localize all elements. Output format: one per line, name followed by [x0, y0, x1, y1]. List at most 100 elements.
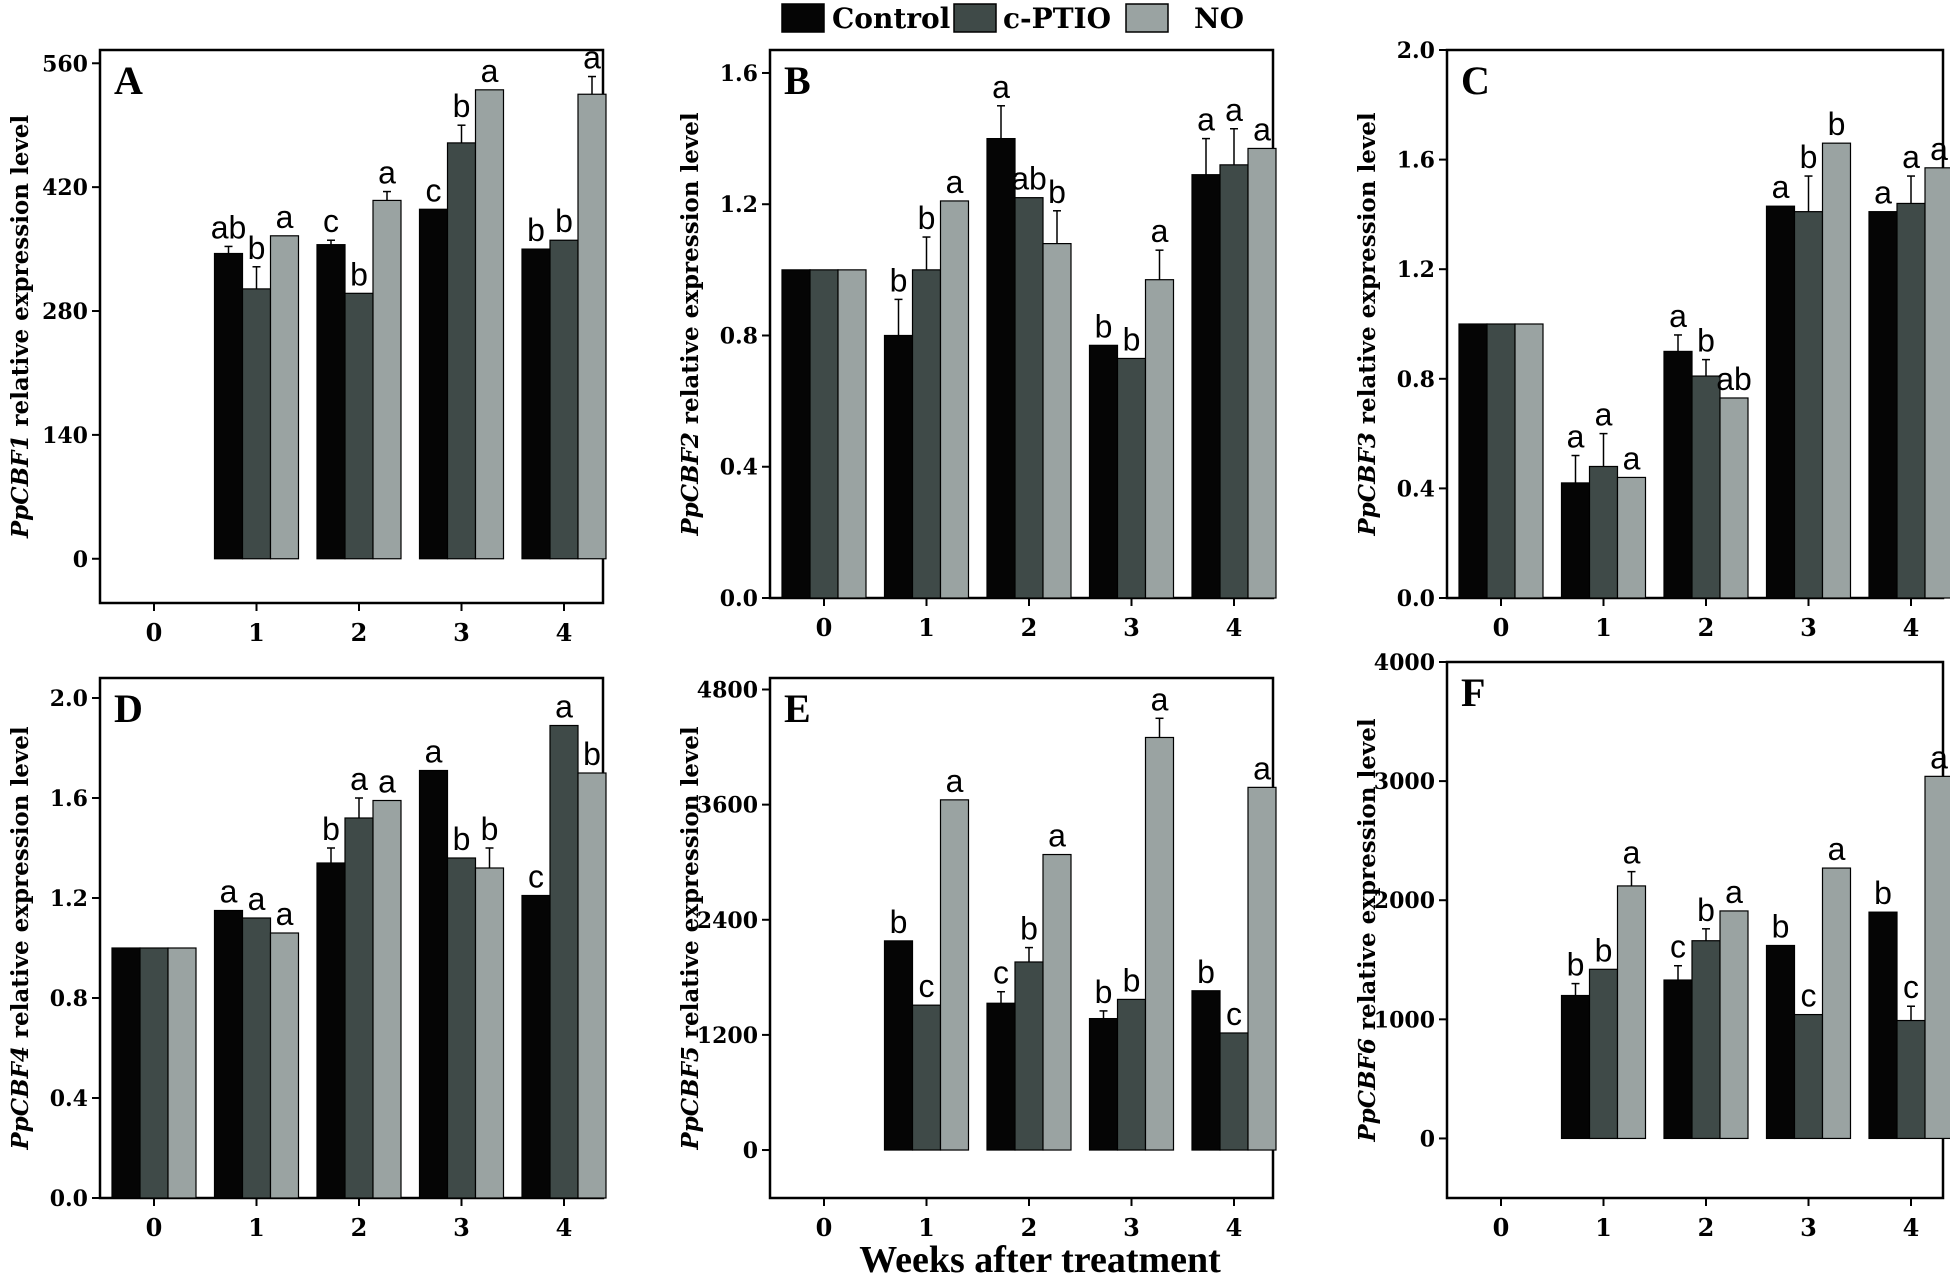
y-axis-label: PpCBF5 relative expression level — [677, 726, 704, 1150]
significance-label: b — [1595, 932, 1613, 968]
y-tick-label: 420 — [42, 175, 88, 201]
bar-control-week-3 — [1765, 205, 1796, 599]
significance-label: c — [993, 955, 1009, 991]
bar-control-week-0 — [111, 947, 141, 1199]
bar-c-ptio-week-4 — [1896, 202, 1926, 599]
significance-label: a — [583, 40, 601, 76]
y-tick-label: 1.6 — [50, 786, 88, 812]
significance-label: b — [1197, 954, 1215, 990]
bar-c-ptio-week-2 — [1691, 375, 1721, 599]
significance-label: b — [1567, 947, 1585, 983]
bar-control-week-1 — [883, 334, 914, 599]
y-tick-label: 3000 — [1374, 769, 1435, 795]
legend-label: c-PTIO — [1003, 2, 1111, 35]
bar-no-week-4 — [1924, 167, 1950, 599]
y-tick-label: 1000 — [1374, 1007, 1435, 1033]
bar-control-week-2 — [1663, 350, 1693, 599]
y-tick-label: 4000 — [1374, 650, 1435, 676]
x-tick-label: 1 — [1595, 613, 1612, 642]
bar-no-week-3 — [474, 89, 505, 560]
legend-swatch — [953, 3, 997, 33]
bar-no-week-3 — [1144, 736, 1175, 1151]
bar-control-week-0 — [781, 269, 811, 599]
significance-label: b — [248, 230, 266, 266]
bar-c-ptio-week-3 — [1116, 998, 1147, 1151]
bar-control-week-2 — [1663, 979, 1693, 1140]
significance-label: ab — [1716, 361, 1752, 397]
panel-f: 0 1000 2000 3000 4000 PpCBF6 relative express… — [1354, 650, 1950, 1242]
bar-no-week-2 — [1042, 853, 1072, 1151]
y-tick-label: 2000 — [1374, 888, 1435, 914]
y-tick-label: 1.2 — [720, 192, 758, 218]
bar-c-ptio-week-4 — [1219, 1032, 1249, 1151]
significance-label: a — [1930, 131, 1948, 167]
significance-label: ab — [211, 209, 247, 245]
significance-label: a — [992, 69, 1010, 105]
bar-no-week-2 — [372, 799, 402, 1199]
x-tick-label: 2 — [1021, 613, 1038, 642]
x-tick-label: 3 — [453, 618, 470, 647]
bar-control-week-0 — [1458, 323, 1488, 599]
bar-no-week-2 — [372, 199, 402, 560]
bar-no-week-4 — [1247, 147, 1277, 599]
y-axis-label: PpCBF1 relative expression level — [7, 115, 34, 539]
bar-c-ptio-week-1 — [241, 917, 272, 1199]
bar-control-week-2 — [316, 244, 346, 560]
legend-label: Control — [832, 2, 950, 35]
significance-label: a — [1253, 750, 1271, 786]
bar-control-week-3 — [418, 208, 449, 560]
x-tick-label: 2 — [1021, 1213, 1038, 1242]
bar-c-ptio-week-1 — [241, 288, 272, 560]
significance-label: b — [1123, 962, 1141, 998]
y-tick-label: 0 — [743, 1138, 758, 1164]
legend: Control c-PTIO NO — [781, 2, 1244, 35]
significance-label: c — [528, 859, 544, 895]
x-tick-label: 3 — [1123, 613, 1140, 642]
bar-no-week-4 — [577, 93, 607, 560]
bar-control-week-4 — [521, 248, 551, 560]
x-tick-label: 4 — [1226, 613, 1243, 642]
significance-label: c — [426, 172, 442, 208]
significance-label: b — [1095, 974, 1113, 1010]
panel-label: C — [1461, 58, 1490, 103]
significance-label: a — [946, 164, 964, 200]
significance-label: a — [276, 199, 294, 235]
x-tick-label: 3 — [453, 1213, 470, 1242]
significance-label: c — [1670, 929, 1686, 965]
y-tick-label: 1.6 — [720, 61, 758, 87]
significance-label: a — [1902, 139, 1920, 175]
significance-label: a — [1151, 213, 1169, 249]
x-tick-label: 2 — [351, 1213, 368, 1242]
significance-label: b — [527, 212, 545, 248]
significance-label: c — [919, 968, 935, 1004]
x-tick-label: 4 — [1226, 1213, 1243, 1242]
x-tick-label: 1 — [918, 613, 935, 642]
bar-c-ptio-week-3 — [1793, 211, 1824, 599]
bar-c-ptio-week-3 — [446, 857, 477, 1199]
significance-label: a — [946, 763, 964, 799]
x-tick-label: 2 — [351, 618, 368, 647]
y-tick-label: 0.0 — [1397, 586, 1435, 612]
significance-label: a — [555, 689, 573, 725]
x-tick-label: 0 — [146, 1213, 163, 1242]
x-tick-label: 1 — [918, 1213, 935, 1242]
x-axis-title: Weeks after treatment — [859, 1239, 1221, 1280]
y-axis-unit: relative expression level — [7, 115, 34, 435]
significance-label: a — [1725, 874, 1743, 910]
bar-control-week-3 — [1088, 344, 1119, 599]
significance-label: b — [1800, 139, 1818, 175]
x-tick-label: 4 — [1903, 1213, 1920, 1242]
y-axis-unit: relative expression level — [677, 726, 704, 1046]
x-tick-label: 4 — [556, 1213, 573, 1242]
bar-no-week-3 — [474, 867, 505, 1199]
panel-b: 0.0 0.4 0.8 1.2 1.6 PpCBF2 relative expressio… — [677, 48, 1277, 642]
panel-d: 0.0 0.4 0.8 1.2 1.6 2.0 PpCBF4 relative expres… — [7, 676, 607, 1242]
y-tick-label: 1.6 — [1397, 148, 1435, 174]
bar-c-ptio-week-2 — [1014, 961, 1044, 1151]
y-tick-label: 0.4 — [50, 1086, 88, 1112]
panel-label: F — [1461, 670, 1485, 715]
y-tick-label: 0.0 — [50, 1186, 88, 1212]
significance-label: a — [1595, 397, 1613, 433]
significance-label: a — [1828, 831, 1846, 867]
bar-c-ptio-week-2 — [344, 292, 374, 560]
